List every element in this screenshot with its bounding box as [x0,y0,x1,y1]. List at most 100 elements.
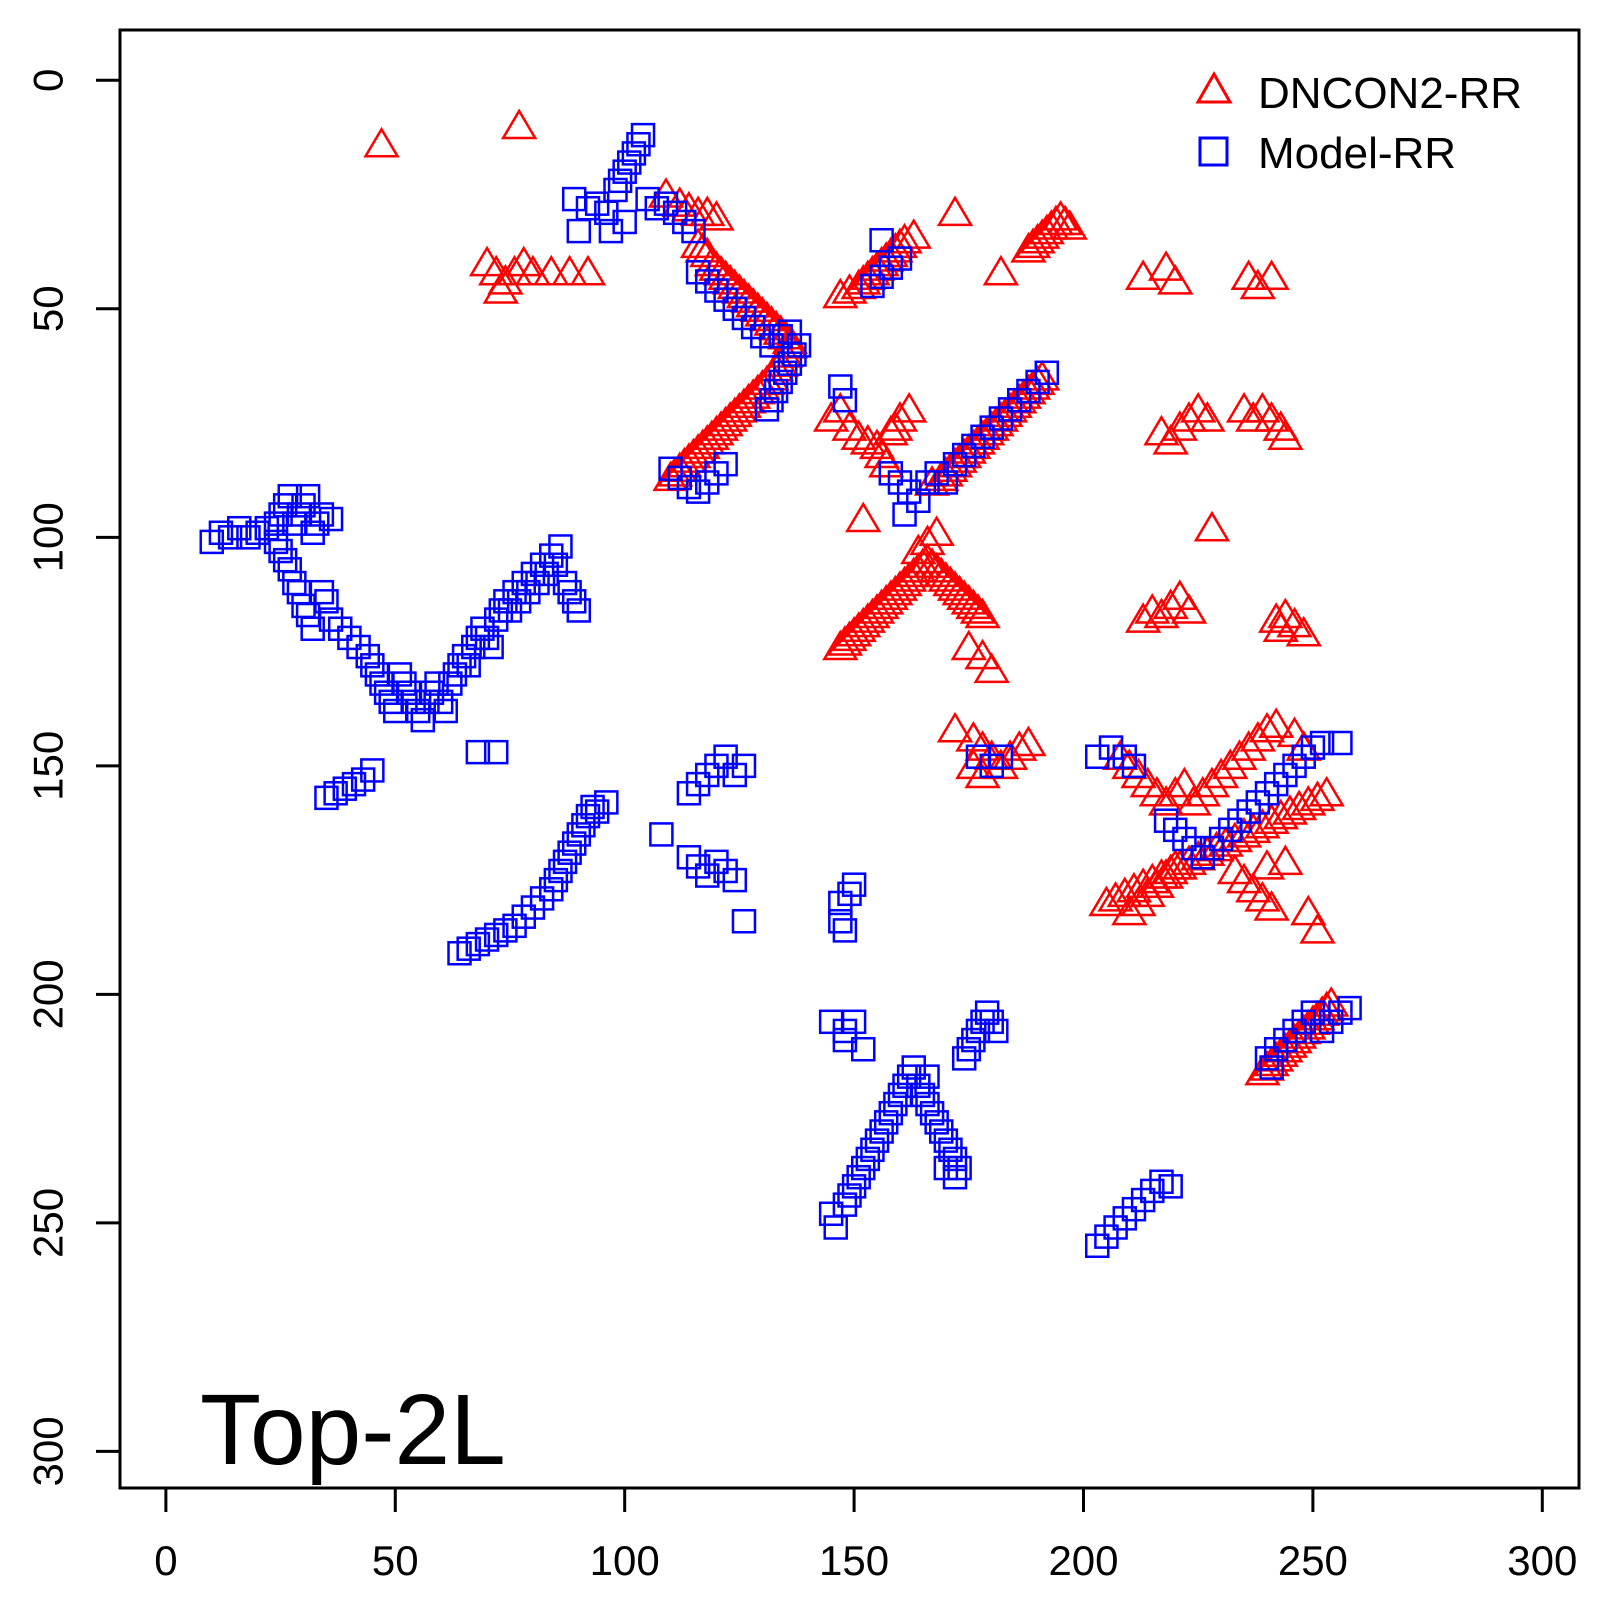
data-point-square [763,378,789,404]
legend-marker-model [1198,136,1229,167]
data-point-square [878,1100,904,1126]
y-tick-label: 50 [25,285,72,332]
data-point-square [309,579,335,605]
data-point-triangle [569,254,607,286]
data-point-square [754,397,780,422]
data-point-triangle [1262,798,1299,830]
data-point-square [305,511,330,536]
data-point-square [979,753,1004,779]
data-point-triangle [1239,268,1277,300]
data-point-square [323,781,348,806]
data-point-triangle [1147,858,1185,889]
data-point-square [635,186,660,212]
data-point-square [786,333,812,358]
data-point-square [704,278,729,303]
data-point-square [658,456,683,482]
data-point-triangle [1253,259,1290,291]
data-point-square [543,552,569,578]
data-point-square [837,1183,862,1208]
data-point-square [1263,771,1289,797]
data-point-square [1112,1206,1138,1231]
data-point-square [456,936,481,961]
data-point-triangle [1299,780,1336,812]
data-point-square [947,1155,972,1181]
data-point-triangle [363,126,400,158]
data-point-square [571,813,596,838]
data-point-triangle [890,391,928,423]
data-point-square [662,200,688,226]
data-point-square [534,561,559,587]
data-point-square [837,881,862,907]
data-point-square [676,474,702,500]
data-point-square [1181,835,1206,861]
data-point-square [878,255,904,280]
data-point-square [539,543,564,568]
data-point-square [1199,835,1225,861]
data-point-square [906,488,931,514]
data-point-square [860,273,885,299]
data-point-square [988,406,1014,431]
data-point-square [529,886,555,911]
y-tick-label: 150 [25,731,72,801]
data-point-square [630,122,656,148]
data-point-square [731,909,757,934]
data-point-square [327,616,353,641]
data-point-triangle [886,222,923,254]
data-point-square [1034,360,1060,386]
data-point-square [594,790,619,815]
data-point-square [1300,735,1326,760]
data-point-square [841,1174,867,1199]
chart-annotation: Top-2L [200,1374,506,1486]
data-point-square [447,940,472,966]
data-point-triangle [1088,885,1125,917]
data-point-square [1016,378,1041,404]
data-point-square [887,470,913,495]
data-point-triangle [1138,867,1176,898]
data-point-square [1025,369,1050,395]
data-point-square [644,196,670,221]
data-point-square [832,918,858,943]
data-point-square [1291,1009,1316,1035]
data-point-triangle [973,652,1010,684]
data-point-triangle [1257,707,1295,738]
data-point-square [970,424,995,450]
data-point-square [520,895,546,920]
data-point-square [433,698,459,724]
data-point-square [387,662,413,687]
data-point-square [360,653,385,678]
data-point-square [309,502,335,527]
data-point-square [1149,1169,1174,1195]
data-point-square [461,634,486,660]
data-point-square [254,515,280,541]
data-point-square [497,598,523,623]
data-point-square [1291,744,1316,769]
data-point-square [883,1091,908,1117]
data-point-square [869,264,894,290]
data-point-square [1300,1000,1326,1025]
data-point-triangle [840,419,877,451]
data-point-triangle [1051,209,1088,240]
data-point-square [300,520,325,546]
data-point-square [846,1164,871,1190]
data-point-square [951,1046,977,1071]
data-point-square [617,150,642,175]
data-point-triangle [1230,730,1267,761]
data-point-square [552,849,578,875]
data-point-square [860,1137,885,1163]
data-point-triangle [918,515,955,547]
x-tick-label: 50 [372,1537,419,1584]
data-point-square [1007,387,1032,413]
data-point-triangle [936,195,974,227]
data-point-triangle [689,195,726,227]
data-point-square [227,515,252,541]
data-point-square [731,753,757,779]
data-point-square [1172,826,1197,852]
data-point-triangle [909,524,946,556]
data-point-square [887,246,913,271]
data-point-square [1328,730,1353,756]
data-point-triangle [1253,890,1290,921]
data-point-square [529,552,555,578]
series-model-rr [199,122,1362,1259]
data-point-square [442,662,468,687]
data-point-square [1259,1055,1284,1080]
